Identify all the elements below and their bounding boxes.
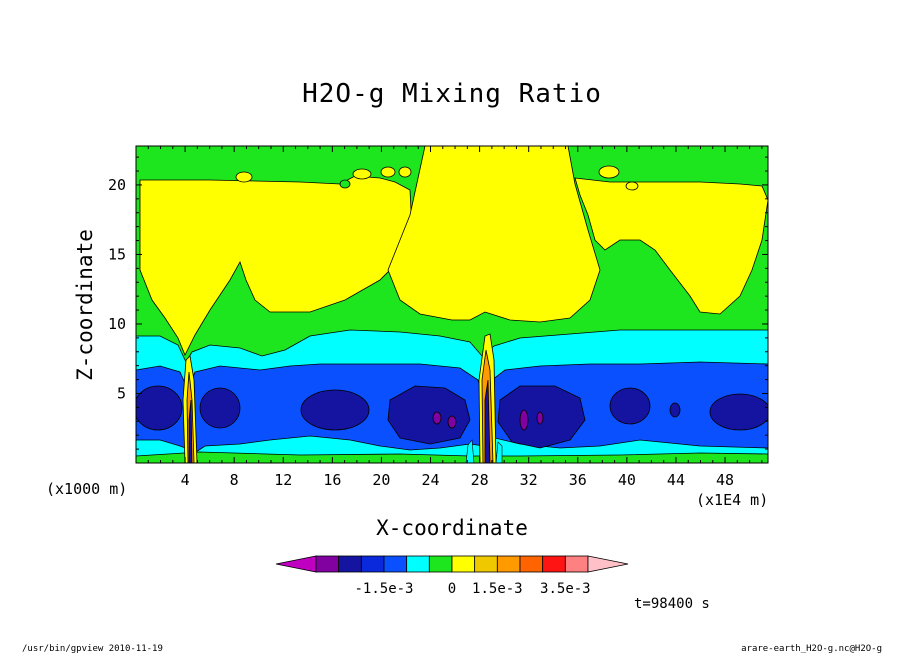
colorbar-end-low: [275, 555, 317, 573]
contour-blob: [352, 168, 372, 180]
contour-blob: [625, 181, 639, 191]
chart-title: H2O-g Mixing Ratio: [302, 79, 602, 109]
contour-navy-core: [300, 389, 370, 431]
contour-blob: [339, 179, 351, 189]
colorbar-tick-labels: -1.5e-3 0 1.5e-3 3.5e-3: [354, 581, 590, 597]
colorbar-swatch: [542, 555, 566, 573]
y-axis-label: Z-coordinate: [73, 229, 97, 381]
x-tick-label: 12: [274, 471, 292, 489]
x-tick-label: 48: [716, 471, 734, 489]
contour-purple-min: [519, 409, 529, 431]
colorbar-tick-label: -1.5e-3: [354, 581, 413, 597]
x-tick-label: 4: [181, 471, 190, 489]
footer-right: arare-earth_H2O-g.nc@H2O-g: [741, 644, 882, 654]
colorbar-swatch: [474, 555, 498, 573]
colorbar-swatch: [519, 555, 544, 573]
colorbar-swatch: [496, 555, 521, 573]
x-scale-note: (x1E4 m): [696, 491, 768, 509]
x-tick-label: 44: [667, 471, 685, 489]
x-tick-label: 32: [520, 471, 538, 489]
contour-navy-core: [669, 402, 681, 418]
y-tick-label: 15: [108, 245, 126, 263]
colorbar-swatch: [564, 555, 589, 573]
contour-navy-core: [199, 387, 241, 429]
colorbar-swatch: [406, 555, 430, 573]
x-tick-label: 28: [471, 471, 489, 489]
colorbar-tick-label: 0: [448, 581, 456, 597]
x-unit-label: (x1000 m): [46, 480, 127, 498]
plot-area: [136, 146, 768, 463]
colorbar-swatch: [315, 555, 340, 573]
time-label: t=98400 s: [634, 596, 710, 612]
x-axis-label: X-coordinate: [376, 516, 528, 540]
x-tick-label: 36: [569, 471, 587, 489]
colorbar: [275, 555, 629, 573]
contour-navy-core: [609, 387, 651, 425]
y-tick-label: 10: [108, 315, 126, 333]
y-tick-label: 20: [108, 176, 126, 194]
colorbar-swatch: [338, 555, 362, 573]
plume-column-right: [465, 333, 503, 463]
contour-navy-core: [387, 385, 471, 445]
colorbar-tick-label: 1.5e-3: [472, 581, 523, 597]
x-tick-label: 16: [323, 471, 341, 489]
colorbar-swatch: [383, 555, 408, 573]
x-tick-label: 8: [230, 471, 239, 489]
contour-yellow-right: [574, 177, 768, 315]
contour-blob: [598, 165, 620, 179]
colorbar-swatch: [428, 555, 453, 573]
contour-purple-min: [536, 411, 544, 425]
plume-column-left: [182, 355, 198, 463]
contour-blob: [380, 166, 396, 178]
contour-blob: [235, 171, 253, 183]
contour-bottom-strip: [136, 451, 768, 463]
contour-yellow-center: [387, 146, 601, 323]
colorbar-end-high: [587, 555, 629, 573]
y-tick-label: 5: [117, 384, 126, 402]
colorbar-swatch: [360, 555, 385, 573]
colorbar-swatch: [451, 555, 476, 573]
contour-purple-min: [432, 411, 442, 425]
footer-left: /usr/bin/gpview 2010-11-19: [22, 644, 163, 654]
contour-purple-min: [447, 415, 457, 429]
contour-navy-core: [136, 385, 183, 431]
contour-blob: [398, 166, 412, 178]
x-tick-label: 40: [618, 471, 636, 489]
contour-navy-core: [709, 393, 768, 431]
x-axis-ticks: 4 8 12 16 20 24 28 32 36 40 44 48: [147, 146, 763, 489]
colorbar-tick-label: 3.5e-3: [540, 581, 591, 597]
x-tick-label: 20: [372, 471, 390, 489]
plot-frame: [135, 145, 769, 464]
x-tick-label: 24: [421, 471, 439, 489]
y-axis-ticks: 5 10 15 20: [108, 156, 768, 450]
